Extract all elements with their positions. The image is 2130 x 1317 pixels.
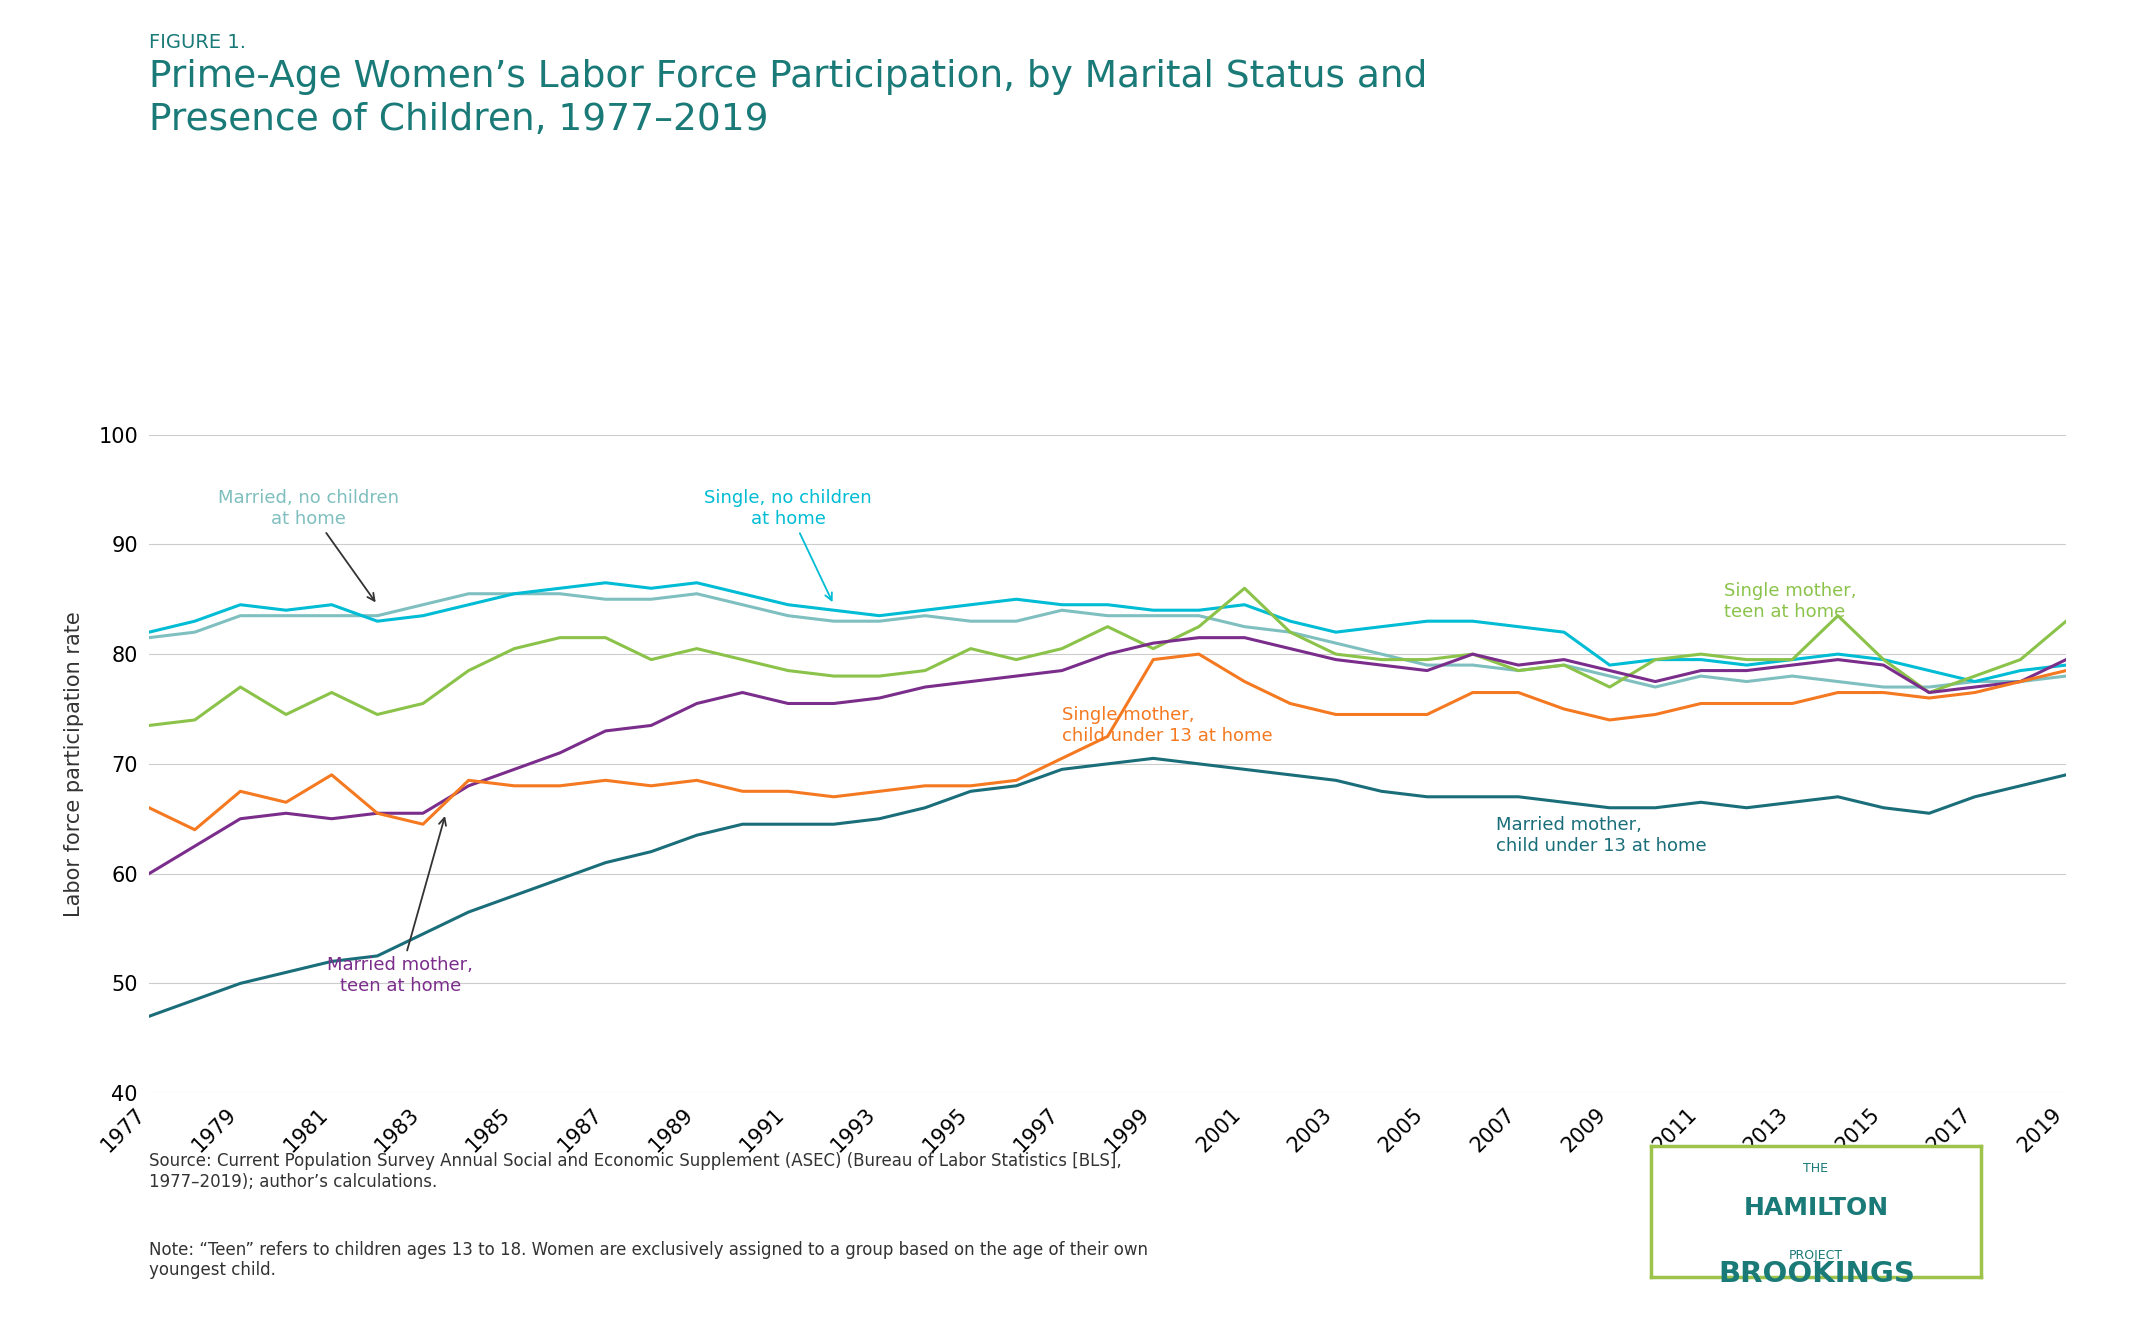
Text: Prime-Age Women’s Labor Force Participation, by Marital Status and
Presence of C: Prime-Age Women’s Labor Force Participat… — [149, 59, 1427, 138]
Text: Single mother,
child under 13 at home: Single mother, child under 13 at home — [1063, 706, 1272, 745]
Text: Married mother,
child under 13 at home: Married mother, child under 13 at home — [1495, 815, 1706, 855]
Text: Married mother,
teen at home: Married mother, teen at home — [328, 818, 473, 994]
Text: Note: “Teen” refers to children ages 13 to 18. Women are exclusively assigned to: Note: “Teen” refers to children ages 13 … — [149, 1241, 1148, 1279]
Text: FIGURE 1.: FIGURE 1. — [149, 33, 247, 51]
Text: PROJECT: PROJECT — [1789, 1249, 1842, 1262]
Text: Single, no children
at home: Single, no children at home — [705, 489, 871, 601]
Text: THE: THE — [1804, 1162, 1828, 1175]
Text: HAMILTON: HAMILTON — [1742, 1196, 1889, 1220]
Text: Married, no children
at home: Married, no children at home — [219, 489, 398, 601]
Text: BROOKINGS: BROOKINGS — [1719, 1260, 1915, 1288]
Text: Single mother,
teen at home: Single mother, teen at home — [1723, 582, 1855, 620]
Text: Source: Current Population Survey Annual Social and Economic Supplement (ASEC) (: Source: Current Population Survey Annual… — [149, 1152, 1123, 1191]
Y-axis label: Labor force participation rate: Labor force participation rate — [64, 611, 85, 917]
